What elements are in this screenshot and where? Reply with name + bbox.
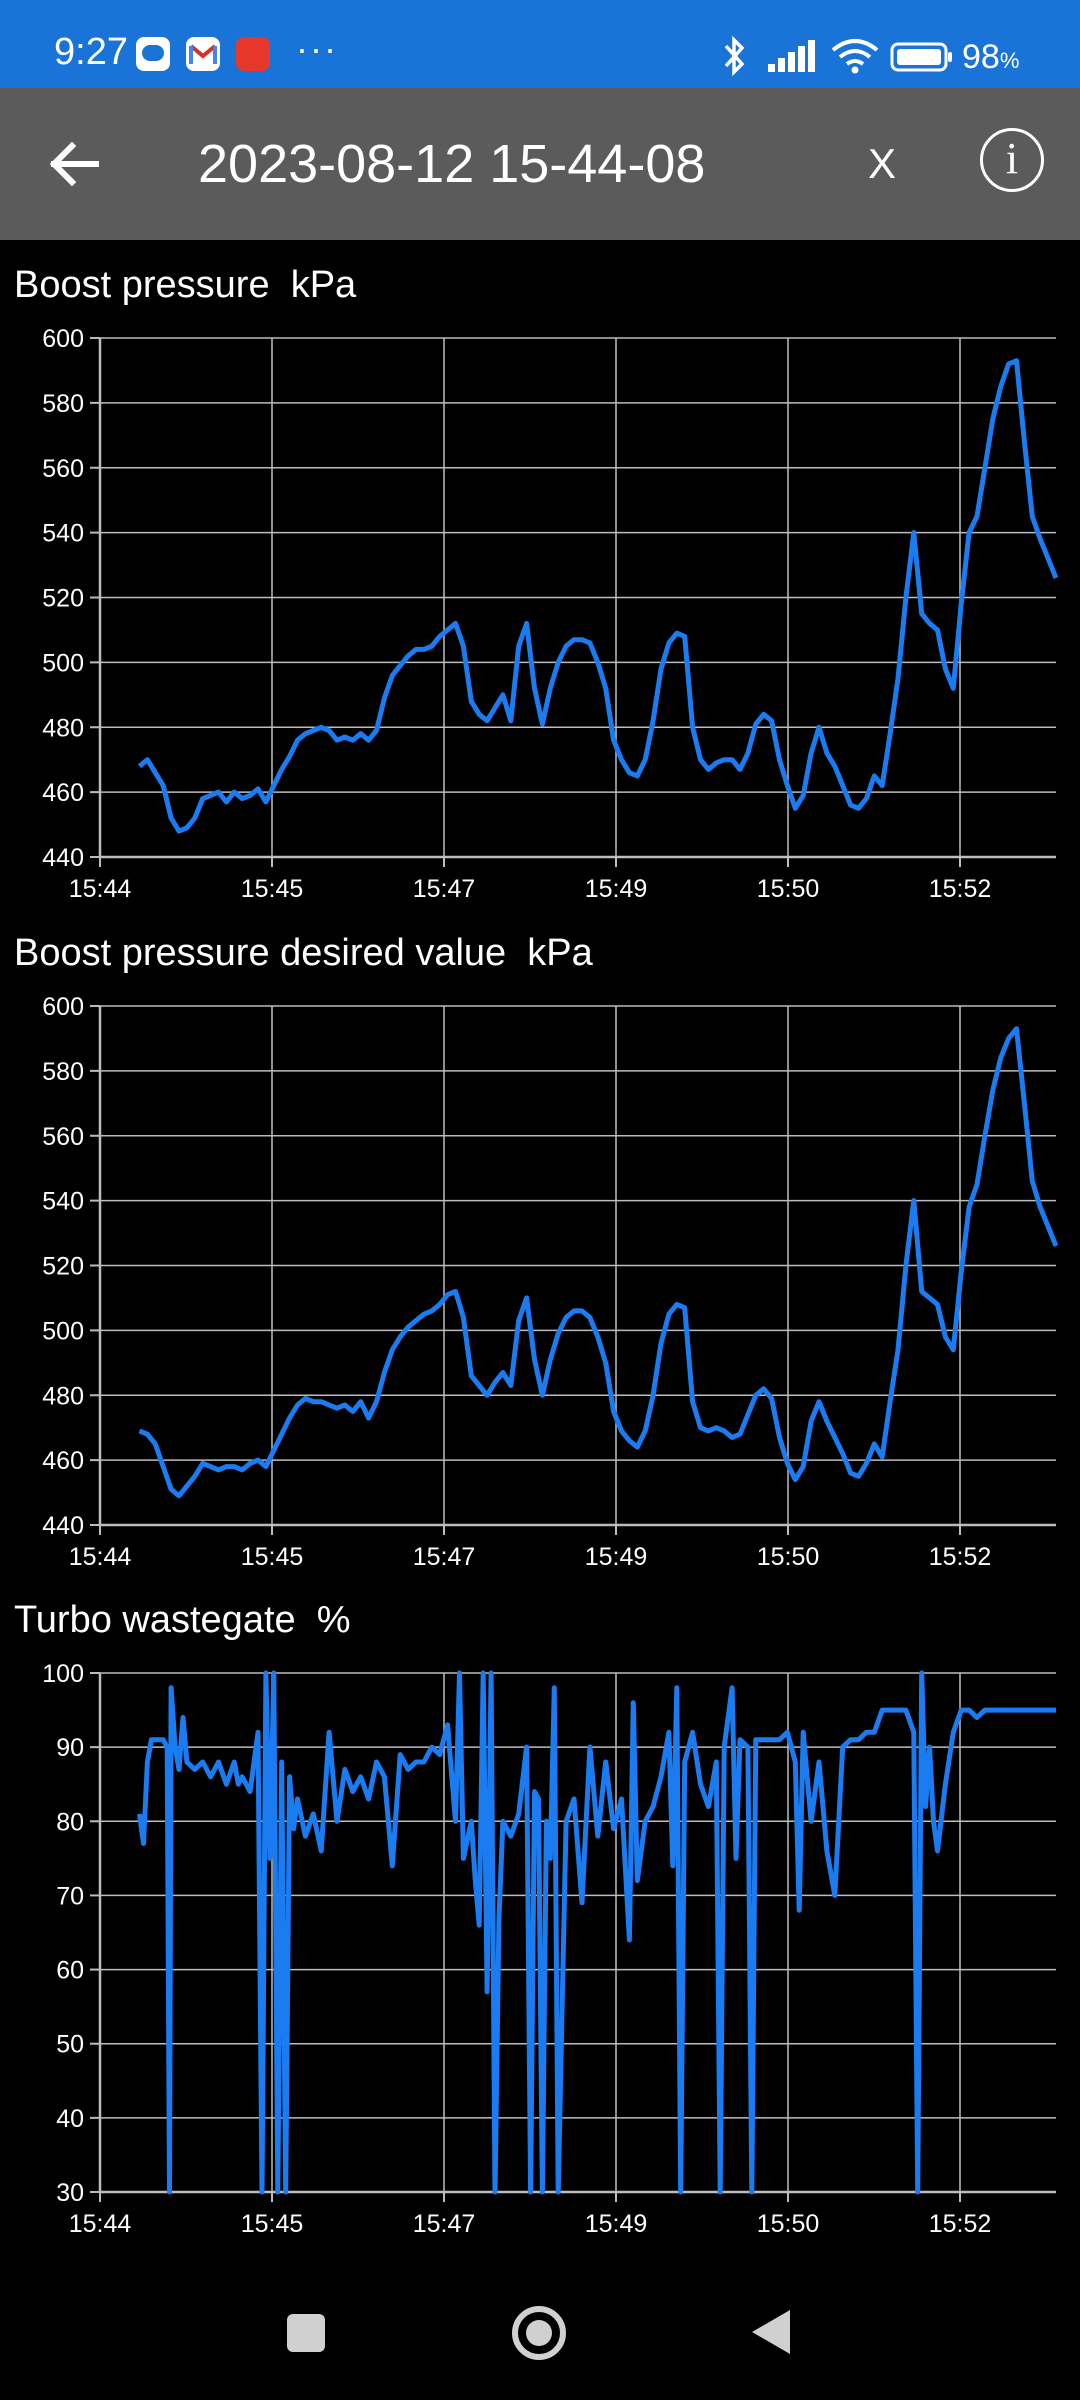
status-bar: 9:27 ··· 98% <box>0 0 1080 88</box>
messages-app-icon <box>136 37 170 71</box>
bluetooth-icon <box>724 35 745 77</box>
nav-back-button[interactable] <box>752 2310 790 2354</box>
y-tick-label: 60 <box>56 1957 84 1985</box>
info-button[interactable]: i <box>980 128 1044 192</box>
series-line <box>137 1670 1056 2195</box>
x-tick-label: 15:49 <box>585 1543 648 1571</box>
y-tick-label: 500 <box>42 1317 84 1345</box>
series-line <box>138 1026 1059 1499</box>
y-tick-label: 560 <box>42 1123 84 1151</box>
y-tick-label: 440 <box>42 1512 84 1540</box>
app-bar: 2023-08-12 15-44-08 X i <box>0 88 1080 240</box>
x-tick-label: 15:47 <box>413 1543 476 1571</box>
wastegate-chart: 30 40 50 60 70 80 90 100 15:44 15:45 15:47 15:49 15:… <box>42 1660 1056 2238</box>
y-tick-label: 580 <box>42 390 84 418</box>
x-tick-label: 15:44 <box>69 875 132 903</box>
wifi-icon <box>831 39 879 74</box>
y-tick-label: 480 <box>42 714 84 742</box>
x-tick-label: 15:45 <box>241 1543 304 1571</box>
more-icon: ··· <box>296 28 338 69</box>
home-button[interactable] <box>512 2306 566 2360</box>
y-tick-label: 560 <box>42 455 84 483</box>
y-tick-label: 480 <box>42 1382 84 1410</box>
y-tick-label: 30 <box>56 2179 84 2207</box>
y-tick-label: 90 <box>56 1734 84 1762</box>
shopping-app-icon <box>236 37 270 71</box>
y-tick-label: 50 <box>56 2031 84 2059</box>
y-tick-label: 440 <box>42 844 84 872</box>
x-tick-label: 15:50 <box>757 2210 820 2238</box>
gmail-icon <box>186 37 220 71</box>
series-line <box>137 358 1059 834</box>
y-tick-label: 40 <box>56 2105 84 2133</box>
y-tick-label: 540 <box>42 520 84 548</box>
x-tick-label: 15:49 <box>585 875 648 903</box>
x-tick-label: 15:44 <box>69 2210 132 2238</box>
boost-pressure-chart: 440 460 480 500 520 540 560 580 600 15:44 15:45 15:… <box>42 325 1059 903</box>
x-tick-label: 15:45 <box>241 875 304 903</box>
chart-title-wastegate: Turbo wastegate % <box>14 1599 351 1641</box>
chart-title-boost-pressure: Boost pressure kPa <box>14 264 357 306</box>
y-tick-label: 100 <box>42 1660 84 1688</box>
x-tick-label: 15:50 <box>757 875 820 903</box>
x-tick-label: 15:44 <box>69 1543 132 1571</box>
y-tick-label: 500 <box>42 649 84 677</box>
x-tick-label: 15:52 <box>929 875 992 903</box>
x-tick-label: 15:52 <box>929 1543 992 1571</box>
page-title: 2023-08-12 15-44-08 <box>198 134 706 194</box>
y-tick-label: 460 <box>42 779 84 807</box>
x-tick-label: 15:47 <box>413 875 476 903</box>
recent-apps-button[interactable] <box>287 2314 325 2352</box>
close-button[interactable]: X <box>867 140 896 187</box>
back-arrow-icon[interactable] <box>40 128 112 200</box>
chart-title-boost-desired: Boost pressure desired value kPa <box>14 932 593 974</box>
x-tick-label: 15:50 <box>757 1543 820 1571</box>
y-tick-label: 600 <box>42 325 84 353</box>
battery-icon <box>890 42 952 72</box>
y-tick-label: 520 <box>42 585 84 613</box>
signal-icon <box>768 40 815 72</box>
y-tick-label: 460 <box>42 1447 84 1475</box>
y-tick-label: 580 <box>42 1058 84 1086</box>
status-time: 9:27 <box>54 31 128 73</box>
y-tick-label: 600 <box>42 993 84 1021</box>
y-tick-label: 80 <box>56 1808 84 1836</box>
x-tick-label: 15:52 <box>929 2210 992 2238</box>
x-tick-label: 15:45 <box>241 2210 304 2238</box>
y-tick-label: 540 <box>42 1188 84 1216</box>
y-tick-label: 520 <box>42 1253 84 1281</box>
y-tick-label: 70 <box>56 1882 84 1910</box>
battery-level: 98% <box>962 38 1020 76</box>
boost-desired-chart: 440 460 480 500 520 540 560 580 600 15:44 15:45 15:… <box>42 993 1059 1571</box>
x-tick-label: 15:49 <box>585 2210 648 2238</box>
x-tick-label: 15:47 <box>413 2210 476 2238</box>
